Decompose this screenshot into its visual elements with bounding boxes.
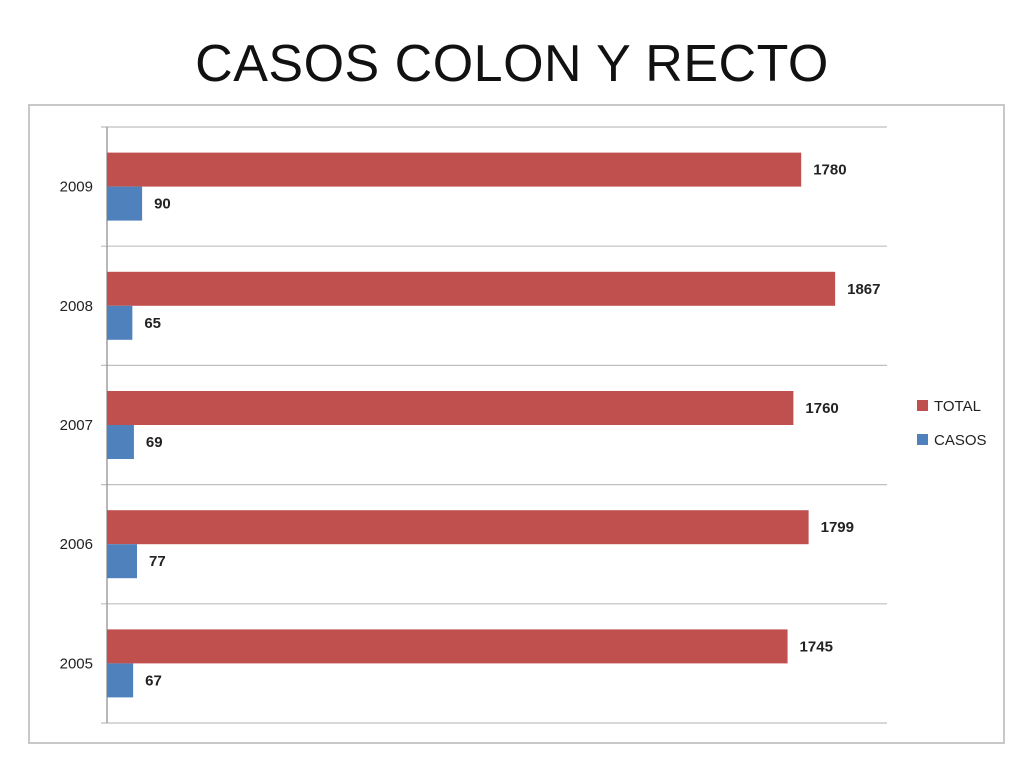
category-label: 2005 (60, 655, 93, 672)
category-label: 2009 (60, 179, 93, 196)
slide-title: CASOS COLON Y RECTO (195, 35, 829, 93)
bar-casos (107, 186, 143, 221)
bar-casos (107, 544, 138, 579)
data-label-casos: 77 (149, 553, 166, 570)
data-label-casos: 65 (144, 315, 161, 332)
data-label-total: 1867 (847, 281, 880, 298)
bar-total (107, 629, 788, 664)
bar-total (107, 152, 802, 187)
data-label-total: 1745 (800, 638, 833, 655)
data-label-casos: 67 (145, 672, 162, 689)
legend-label: TOTAL (934, 398, 981, 415)
category-label: 2008 (60, 298, 93, 315)
bar-total (107, 510, 809, 545)
bar-total (107, 271, 836, 306)
bar-casos (107, 305, 133, 340)
data-label-casos: 69 (146, 434, 163, 451)
data-label-total: 1799 (821, 519, 854, 536)
category-label: 2006 (60, 536, 93, 553)
chart-frame: 2005 1745 67 2006 1799 77 2007 1760 69 2008 1867 65… (28, 104, 1005, 744)
legend-swatch (917, 434, 928, 445)
data-label-total: 1780 (813, 162, 846, 179)
bar-casos (107, 425, 134, 459)
legend-label: CASOS (934, 432, 987, 449)
data-label-casos: 90 (154, 196, 171, 213)
bar-chart: 2005 1745 67 2006 1799 77 2007 1760 69 2008 1867 65… (60, 126, 987, 724)
category-label: 2007 (60, 417, 93, 434)
bar-casos (107, 663, 134, 698)
bar-total (107, 391, 794, 425)
data-label-total: 1760 (805, 400, 838, 417)
legend-swatch (917, 400, 928, 411)
